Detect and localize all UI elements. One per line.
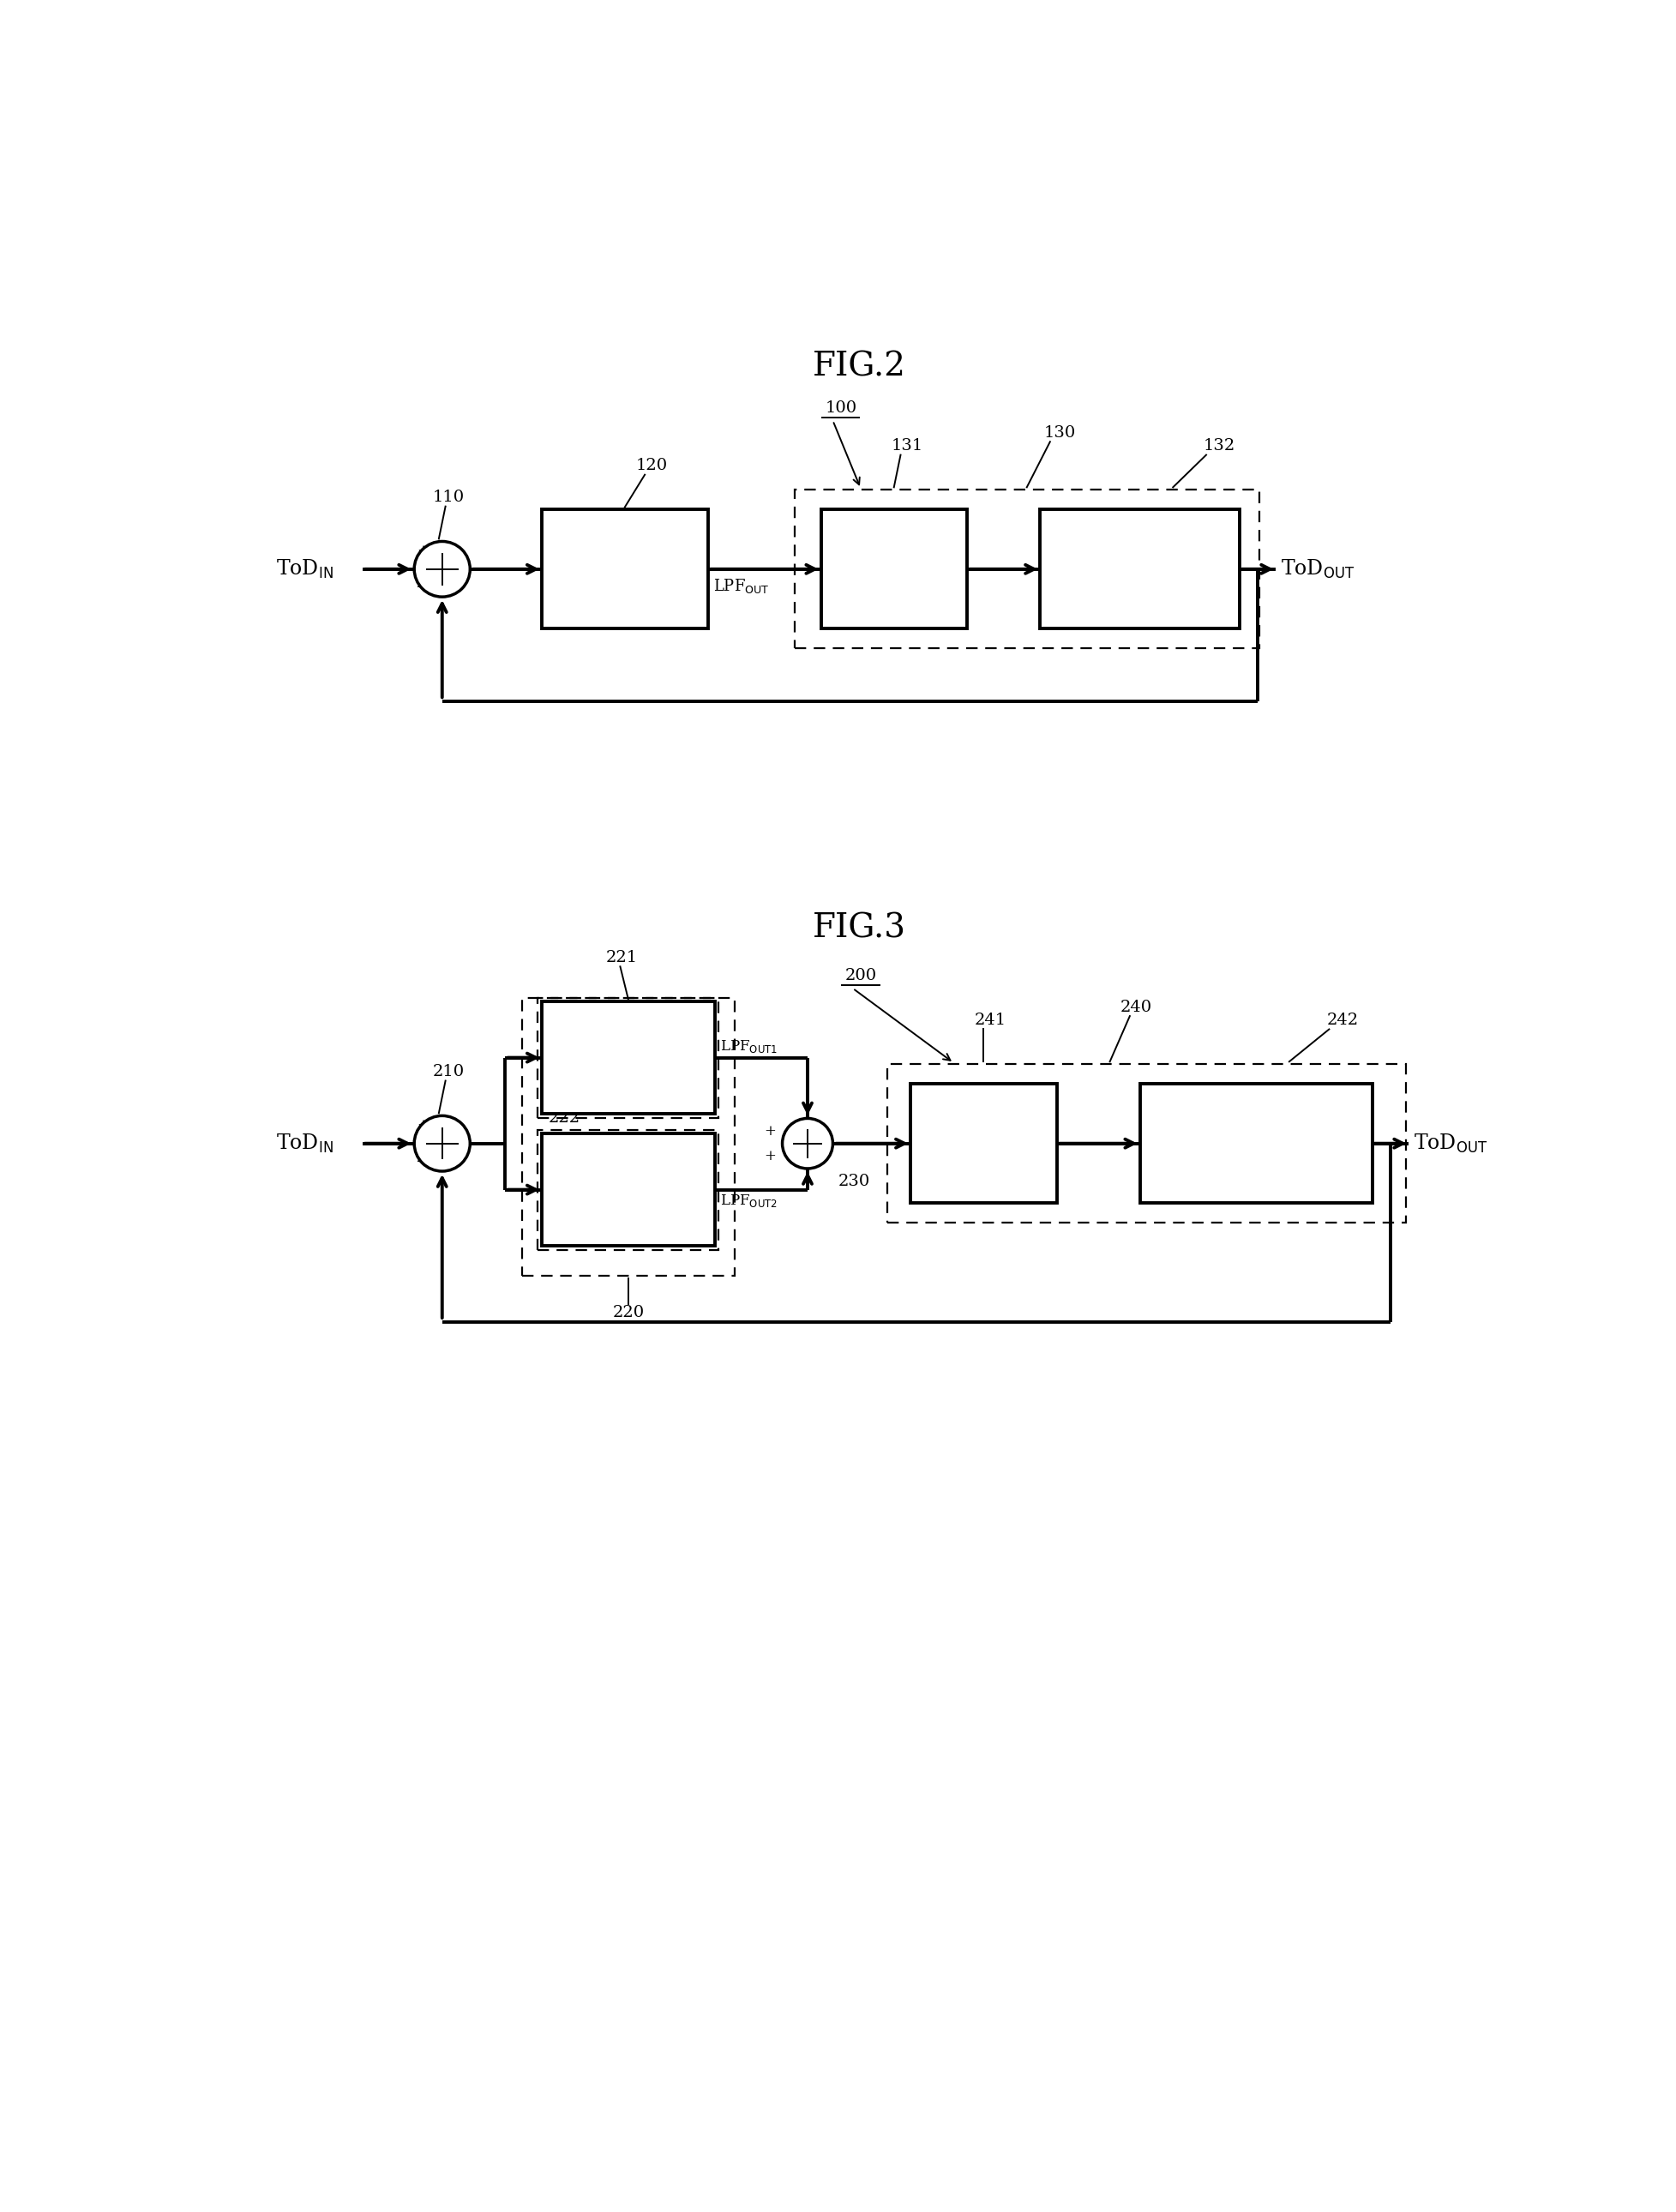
Text: 222: 222 <box>548 1110 580 1126</box>
Bar <box>538 1130 719 1250</box>
Text: 132: 132 <box>1203 438 1235 453</box>
Circle shape <box>414 542 469 597</box>
Text: −: − <box>416 1155 429 1170</box>
Text: 130: 130 <box>1044 425 1076 440</box>
Text: ToD$_{\mathsf{IN}}$: ToD$_{\mathsf{IN}}$ <box>277 557 334 580</box>
Text: FILTER: FILTER <box>597 1048 659 1066</box>
Text: DCO: DCO <box>962 1135 1004 1152</box>
Text: FILTER: FILTER <box>592 546 657 564</box>
Bar <box>794 489 1259 648</box>
Text: −: − <box>416 580 429 595</box>
Text: 242: 242 <box>1326 1013 1358 1029</box>
Bar <box>541 509 707 628</box>
Bar <box>541 1002 714 1115</box>
Text: +: + <box>416 544 429 557</box>
Text: FIG.3: FIG.3 <box>813 911 905 945</box>
Bar <box>1039 509 1239 628</box>
Text: +: + <box>763 1148 776 1164</box>
Circle shape <box>414 1115 469 1170</box>
Text: +: + <box>416 1117 429 1133</box>
Text: 100: 100 <box>825 400 856 416</box>
Text: 210: 210 <box>432 1064 464 1079</box>
Text: UNIT: UNIT <box>605 1210 650 1225</box>
Text: GENERATING: GENERATING <box>1195 1135 1316 1152</box>
Text: 131: 131 <box>892 438 923 453</box>
Text: FIRST: FIRST <box>602 1022 655 1037</box>
Text: FIG.2: FIG.2 <box>813 352 905 383</box>
Bar <box>1140 1084 1371 1203</box>
Text: GENERATING: GENERATING <box>1079 562 1200 577</box>
Text: UNIT: UNIT <box>605 1077 650 1095</box>
Bar <box>538 998 719 1117</box>
Text: +: + <box>763 1124 776 1139</box>
Text: 221: 221 <box>605 949 637 964</box>
Text: 240: 240 <box>1120 1000 1151 1015</box>
Bar <box>541 1133 714 1245</box>
Bar <box>910 1084 1056 1203</box>
Text: UNIT: UNIT <box>1232 1159 1279 1177</box>
Text: SECOND: SECOND <box>592 1155 664 1170</box>
Text: LPF$_{\mathsf{OUT}}$: LPF$_{\mathsf{OUT}}$ <box>712 577 769 595</box>
Text: LPF$_{\mathsf{OUT1}}$: LPF$_{\mathsf{OUT1}}$ <box>719 1037 778 1055</box>
Text: LPF$_{\mathsf{OUT2}}$: LPF$_{\mathsf{OUT2}}$ <box>719 1192 776 1210</box>
Text: 110: 110 <box>432 489 464 504</box>
Bar <box>887 1064 1404 1223</box>
Text: DCO: DCO <box>872 560 915 577</box>
Text: UNIT: UNIT <box>600 575 649 593</box>
Circle shape <box>783 1119 833 1168</box>
Text: ToD$_{\mathsf{OUT}}$: ToD$_{\mathsf{OUT}}$ <box>1280 557 1354 580</box>
Text: 200: 200 <box>845 969 877 984</box>
Text: 230: 230 <box>838 1175 870 1190</box>
Text: UNIT: UNIT <box>1115 586 1163 604</box>
Text: ToD$_{\mathsf{IN}}$: ToD$_{\mathsf{IN}}$ <box>277 1133 334 1155</box>
Text: 220: 220 <box>612 1305 644 1321</box>
Text: 120: 120 <box>635 458 667 473</box>
Text: ToD$_{\mathsf{OUT}}$: ToD$_{\mathsf{OUT}}$ <box>1413 1133 1487 1155</box>
Bar <box>821 509 967 628</box>
Text: TOD: TOD <box>1118 535 1160 553</box>
Text: TOD: TOD <box>1234 1110 1277 1126</box>
Bar <box>521 998 734 1276</box>
Text: 241: 241 <box>974 1013 1006 1029</box>
Text: FILTER: FILTER <box>597 1181 659 1199</box>
